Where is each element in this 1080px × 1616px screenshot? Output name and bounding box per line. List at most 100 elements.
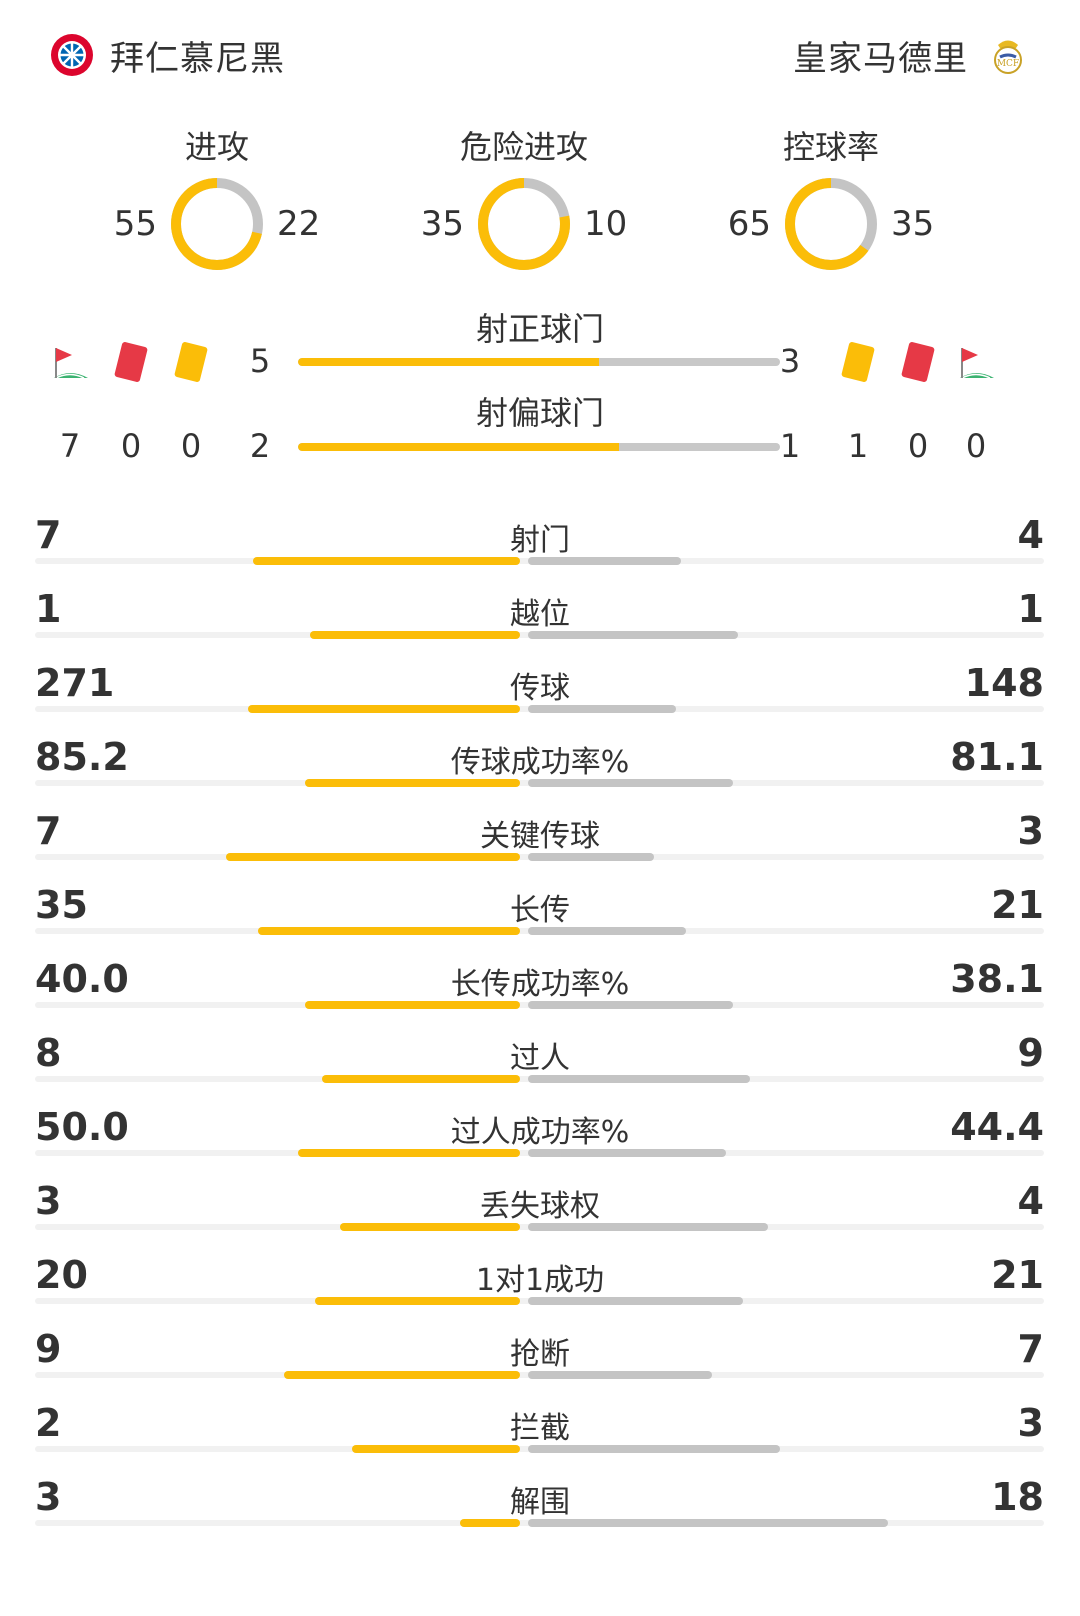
stat-label: 丢失球权	[480, 1189, 600, 1224]
stat-label: 射门	[510, 523, 570, 558]
donut-home-arc	[478, 178, 570, 270]
away-red-cards-count: 0	[907, 427, 929, 465]
shots-off-target-label: 射偏球门	[475, 394, 604, 432]
stat-away-bar	[528, 1149, 726, 1157]
shots-on-target-fill	[298, 358, 600, 366]
stat-home-value: 2	[35, 1401, 62, 1445]
stat-away-value: 21	[991, 1253, 1044, 1297]
stat-home-bar	[304, 779, 520, 787]
stat-home-value: 8	[35, 1031, 62, 1075]
stat-away-bar	[528, 1519, 888, 1527]
stat-row: 85.2 传球成功率% 81.1	[0, 727, 1080, 801]
stat-home-value: 3	[35, 1475, 62, 1519]
corner-flag-icon	[960, 348, 994, 379]
stat-label: 越位	[510, 597, 570, 632]
home-team[interactable]: 拜仁慕尼黑	[50, 30, 285, 80]
stat-away-value: 4	[1017, 513, 1044, 557]
real-madrid-logo-icon: MCF	[994, 40, 1022, 74]
stat-home-value: 7	[35, 809, 62, 853]
stat-home-bar	[322, 1075, 520, 1083]
stat-label: 传球成功率%	[450, 745, 630, 780]
stat-away-bar	[528, 927, 686, 935]
stats-list: 7 射门 4 1 越位 1 271 传球 148 85.2 传球成功率% 81.1 7 关键传球 3 35 长传…	[0, 505, 1080, 1541]
stat-row: 20 1对1成功 21	[0, 1245, 1080, 1319]
donut-home-value: 55	[113, 204, 157, 244]
stat-row: 271 传球 148	[0, 653, 1080, 727]
away-yellow-cards-count: 1	[847, 427, 869, 465]
stat-away-bar	[528, 1075, 751, 1083]
stat-away-value: 3	[1017, 809, 1044, 853]
svg-text:MCF: MCF	[997, 59, 1019, 69]
stat-row: 7 射门 4	[0, 505, 1080, 579]
stat-home-value: 85.2	[35, 735, 129, 779]
stat-away-bar	[528, 1445, 780, 1453]
stat-away-value: 148	[964, 661, 1044, 705]
away-team[interactable]: 皇家马德里 MCF	[793, 30, 1030, 80]
stat-away-value: 9	[1017, 1031, 1044, 1075]
stat-away-bar	[528, 1297, 744, 1305]
stat-home-value: 3	[35, 1179, 62, 1223]
stat-away-bar	[528, 1223, 768, 1231]
home-team-name: 拜仁慕尼黑	[110, 38, 285, 79]
stat-away-bar	[528, 557, 681, 565]
red-card-icon	[114, 342, 148, 382]
stat-label: 过人成功率%	[450, 1115, 630, 1150]
stat-away-bar	[528, 1001, 733, 1009]
stat-label: 1对1成功	[475, 1263, 605, 1298]
stat-away-bar	[528, 779, 733, 787]
stat-row: 50.0 过人成功率% 44.4	[0, 1097, 1080, 1171]
stat-home-value: 1	[35, 587, 62, 631]
stat-away-value: 44.4	[950, 1105, 1044, 1149]
stat-row: 1 越位 1	[0, 579, 1080, 653]
donut-away-value: 22	[277, 204, 321, 244]
stat-home-bar	[304, 1001, 520, 1009]
donut-chart	[478, 178, 570, 270]
bayern-logo-icon	[51, 34, 93, 76]
donut-chart	[171, 178, 263, 270]
stat-label: 过人	[510, 1041, 570, 1076]
match-header: 拜仁慕尼黑 皇家马德里 MCF	[0, 0, 1080, 110]
shots-off-target-away: 1	[779, 427, 801, 465]
donut-possession: 控球率 65 35	[681, 112, 981, 292]
stat-row: 9 抢断 7	[0, 1319, 1080, 1393]
stat-away-value: 7	[1017, 1327, 1044, 1371]
stat-row: 2 拦截 3	[0, 1393, 1080, 1467]
stat-label: 长传成功率%	[450, 967, 630, 1002]
stat-away-value: 21	[991, 883, 1044, 927]
shots-off-target-bar	[298, 443, 780, 451]
donut-title: 危险进攻	[459, 128, 588, 166]
stat-home-value: 50.0	[35, 1105, 129, 1149]
shots-on-target-away: 3	[779, 342, 801, 380]
shots-off-target-home: 2	[249, 427, 271, 465]
stat-home-bar	[297, 1149, 520, 1157]
stat-away-bar	[528, 705, 677, 713]
stat-away-value: 18	[991, 1475, 1044, 1519]
home-red-cards-count: 0	[120, 427, 142, 465]
stat-away-bar	[528, 1371, 712, 1379]
stat-away-bar	[528, 631, 738, 639]
shots-off-target-fill	[298, 443, 620, 451]
stat-home-bar	[252, 557, 520, 565]
stat-away-bar	[528, 853, 654, 861]
stat-home-value: 9	[35, 1327, 62, 1371]
stat-away-value: 1	[1017, 587, 1044, 631]
stat-home-value: 271	[35, 661, 115, 705]
stat-row: 40.0 长传成功率% 38.1	[0, 949, 1080, 1023]
stat-home-bar	[315, 1297, 520, 1305]
stat-label: 长传	[510, 893, 570, 928]
stat-row: 35 长传 21	[0, 875, 1080, 949]
stat-home-bar	[248, 705, 520, 713]
stat-home-bar	[226, 853, 520, 861]
stat-row: 3 丢失球权 4	[0, 1171, 1080, 1245]
away-team-name: 皇家马德里	[793, 38, 968, 79]
stat-home-bar	[352, 1445, 520, 1453]
donut-attack: 进攻 55 22	[67, 112, 367, 292]
donut-home-arc	[785, 178, 877, 270]
stat-row: 7 关键传球 3	[0, 801, 1080, 875]
stat-home-bar	[460, 1519, 520, 1527]
stat-home-bar	[283, 1371, 520, 1379]
yellow-card-icon	[841, 342, 875, 382]
stat-away-value: 4	[1017, 1179, 1044, 1223]
home-yellow-cards-count: 0	[180, 427, 202, 465]
donut-title: 控球率	[782, 128, 879, 166]
